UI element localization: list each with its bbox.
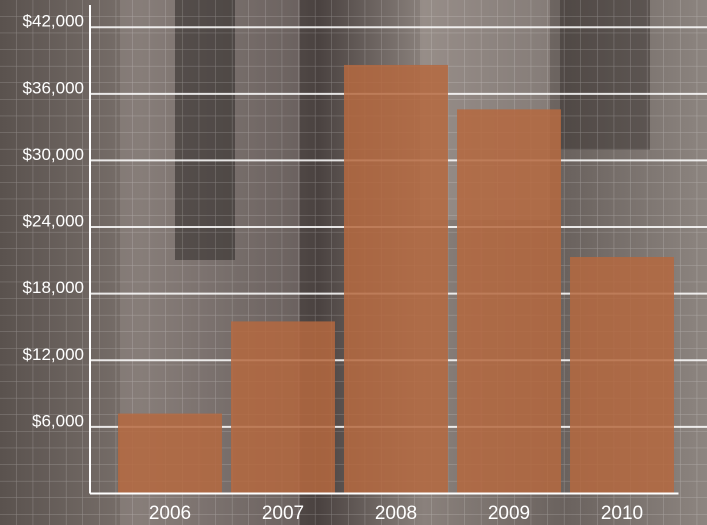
y-tick-label: $36,000	[23, 78, 84, 97]
y-tick-label: $12,000	[23, 345, 84, 364]
y-tick-label: $18,000	[23, 278, 84, 297]
bar	[570, 257, 674, 494]
x-tick-label: 2009	[488, 503, 530, 524]
bar	[118, 413, 222, 494]
y-tick-label: $30,000	[23, 145, 84, 164]
y-tick-label: $42,000	[23, 12, 84, 31]
y-tick-label: $6,000	[32, 411, 84, 430]
bar	[457, 109, 561, 494]
bar	[344, 64, 448, 494]
y-tick-label: $24,000	[23, 212, 84, 231]
x-tick-label: 2006	[149, 503, 191, 524]
x-tick-label: 2008	[375, 503, 417, 524]
bar	[231, 321, 335, 494]
x-tick-label: 2007	[262, 503, 304, 524]
x-tick-label: 2010	[601, 503, 643, 524]
